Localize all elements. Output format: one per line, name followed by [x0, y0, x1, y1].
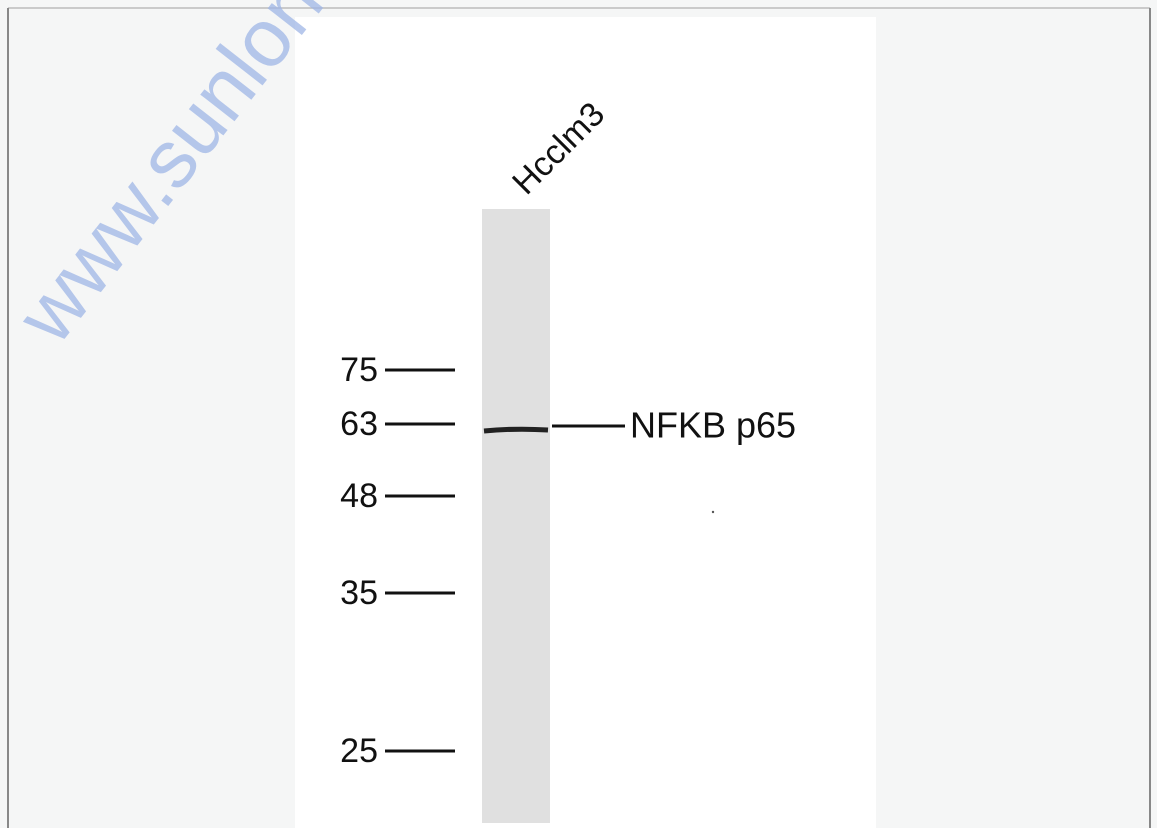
- marker-label: 48: [340, 477, 378, 515]
- band: [484, 429, 548, 431]
- screenshot: Hcclm3 7563483525 NFKB p65 www.sunlon: [0, 0, 1157, 828]
- speck: [712, 511, 714, 513]
- band-label: NFKB p65: [630, 405, 796, 446]
- marker-label: 35: [340, 574, 378, 612]
- marker-label: 75: [340, 351, 378, 389]
- lane: [482, 209, 550, 823]
- marker-label: 63: [340, 405, 378, 443]
- marker-label: 25: [340, 732, 378, 770]
- page: Hcclm3 7563483525 NFKB p65 www.sunlon ((…: [0, 0, 1157, 828]
